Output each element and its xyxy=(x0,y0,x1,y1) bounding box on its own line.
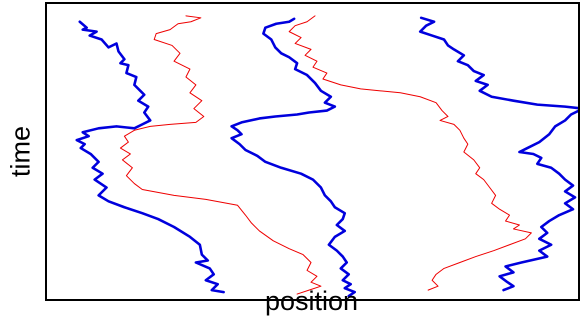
plot-area xyxy=(45,2,580,301)
plot-svg xyxy=(75,15,578,298)
series-line-4 xyxy=(288,15,532,291)
series-line-5 xyxy=(418,16,578,292)
y-axis-label: time xyxy=(5,126,36,178)
x-axis-label: position xyxy=(264,286,359,316)
series-line-2 xyxy=(119,15,322,295)
series-line-1 xyxy=(75,20,225,294)
series-line-3 xyxy=(230,17,356,298)
